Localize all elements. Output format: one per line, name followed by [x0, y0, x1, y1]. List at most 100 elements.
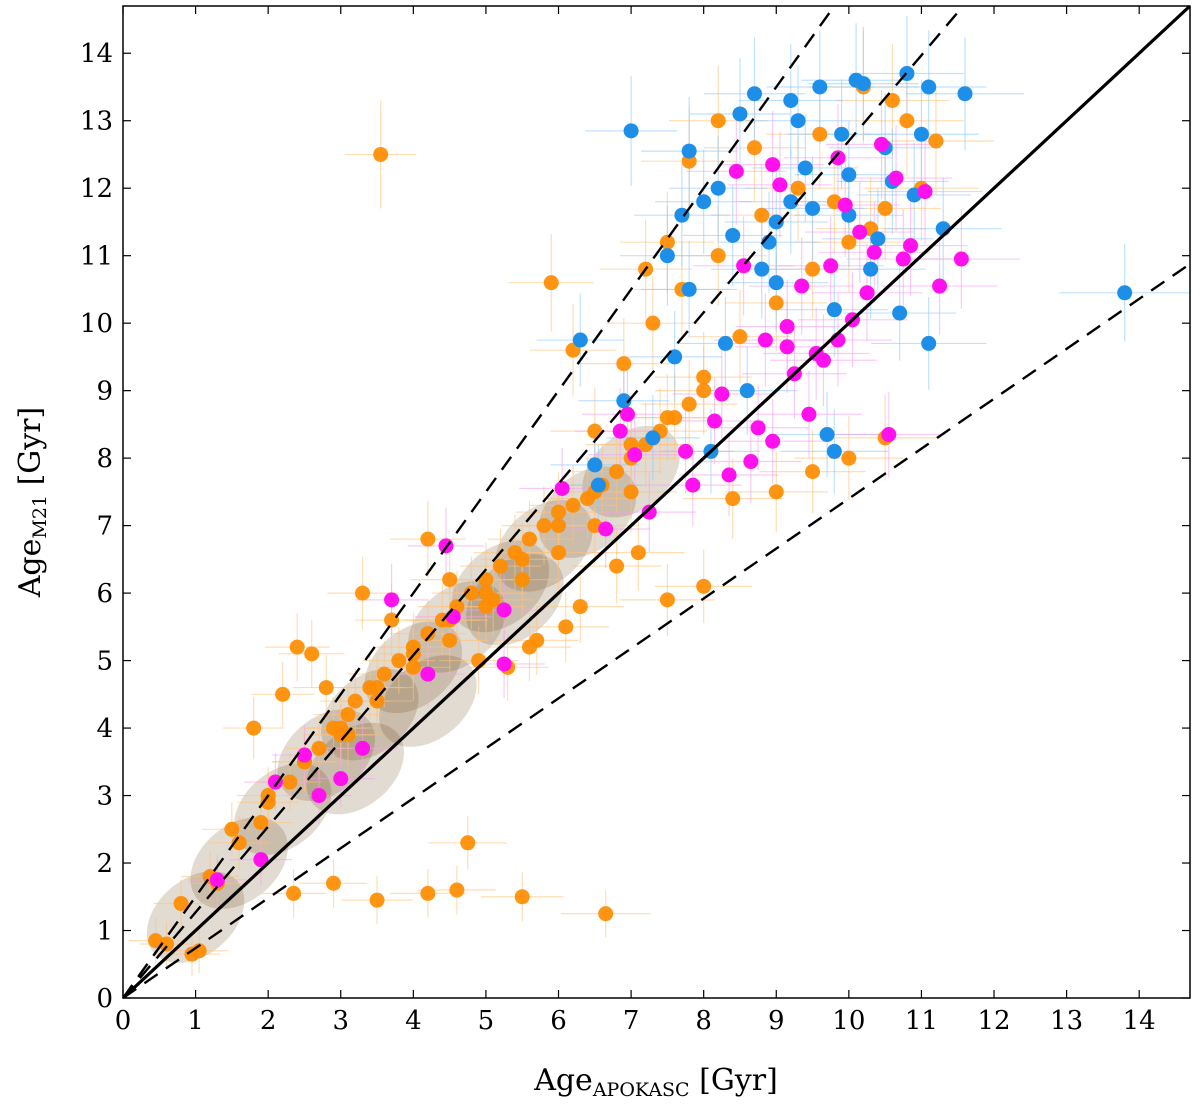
x-tick-label: 14 — [1123, 1006, 1156, 1036]
blue-point — [797, 160, 813, 176]
magenta-point — [823, 258, 839, 274]
lower-bound-line — [123, 262, 1190, 998]
orange-point — [529, 632, 545, 648]
orange-point — [732, 329, 748, 345]
magenta-point — [837, 197, 853, 213]
y-tick-label: 4 — [96, 714, 113, 744]
y-tick-label: 1 — [96, 917, 113, 947]
orange-point — [514, 889, 530, 905]
blue-point — [732, 106, 748, 122]
orange-point — [681, 396, 697, 412]
magenta-point — [209, 872, 225, 888]
points-layer — [148, 65, 1133, 962]
orange-point — [289, 639, 305, 655]
blue-point — [826, 443, 842, 459]
magenta-point — [765, 433, 781, 449]
magenta-point — [903, 238, 919, 254]
magenta-point — [801, 406, 817, 422]
magenta-point — [757, 332, 773, 348]
magenta-point — [678, 443, 694, 459]
x-tick-label: 12 — [977, 1006, 1010, 1036]
orange-point — [877, 200, 893, 216]
orange-point — [790, 180, 806, 196]
orange-point — [442, 572, 458, 588]
orange-point — [754, 207, 770, 223]
magenta-point — [859, 285, 875, 301]
orange-point — [275, 686, 291, 702]
magenta-point — [779, 319, 795, 335]
orange-point — [805, 261, 821, 277]
blue-point — [659, 248, 675, 264]
orange-point — [347, 693, 363, 709]
x-axis-title-main: Age — [533, 1063, 593, 1098]
orange-point — [514, 551, 530, 567]
orange-point — [805, 464, 821, 480]
orange-point — [173, 896, 189, 912]
magenta-point — [627, 447, 643, 463]
plot-frame — [122, 5, 1191, 999]
x-tick-label: 3 — [332, 1006, 349, 1036]
blue-point — [921, 79, 937, 95]
x-axis-title-unit: [Gyr] — [690, 1063, 778, 1098]
x-tick-label: 10 — [832, 1006, 865, 1036]
blue-point — [739, 383, 755, 399]
x-tick-label: 4 — [405, 1006, 422, 1036]
blue-point — [826, 302, 842, 318]
blue-point — [717, 335, 733, 351]
magenta-point — [743, 454, 759, 470]
blue-point — [870, 231, 886, 247]
blue-point — [754, 261, 770, 277]
magenta-point — [296, 747, 312, 763]
steep-bound-line — [123, 6, 836, 998]
blue-point — [746, 86, 762, 102]
magenta-point — [794, 278, 810, 294]
one-to-one-line — [123, 6, 1190, 998]
blue-point — [805, 200, 821, 216]
x-tick-label: 13 — [1050, 1006, 1083, 1036]
x-axis-title: AgeAPOKASC [Gyr] — [533, 1063, 778, 1101]
blue-point — [892, 305, 908, 321]
y-tick-label: 10 — [80, 309, 113, 339]
magenta-point — [765, 157, 781, 173]
y-axis-title-unit: [Gyr] — [13, 407, 48, 495]
magenta-point — [932, 278, 948, 294]
orange-point — [609, 464, 625, 480]
x-tick-label: 7 — [623, 1006, 640, 1036]
magenta-point — [496, 656, 512, 672]
magenta-point — [612, 423, 628, 439]
y-tick-label: 13 — [80, 107, 113, 137]
x-tick-label: 5 — [478, 1006, 495, 1036]
orange-point — [369, 680, 385, 696]
magenta-point — [384, 592, 400, 608]
magenta-point — [888, 170, 904, 186]
x-tick-label: 8 — [695, 1006, 712, 1036]
orange-point — [630, 545, 646, 561]
orange-point — [369, 892, 385, 908]
orange-point — [746, 140, 762, 156]
x-tick-label: 1 — [187, 1006, 204, 1036]
magenta-point — [641, 504, 657, 520]
orange-point — [645, 315, 661, 331]
orange-point — [420, 531, 436, 547]
orange-point — [768, 295, 784, 311]
magenta-point — [355, 740, 371, 756]
magenta-point — [554, 481, 570, 497]
orange-point — [812, 126, 828, 142]
magenta-point — [772, 177, 788, 193]
magenta-point — [728, 163, 744, 179]
y-tick-label: 11 — [80, 242, 113, 272]
orange-point — [572, 599, 588, 615]
orange-point — [659, 592, 675, 608]
blue-point — [725, 227, 741, 243]
orange-point — [696, 578, 712, 594]
blue-point — [681, 281, 697, 297]
upper-bound-line — [123, 6, 965, 998]
magenta-point — [721, 467, 737, 483]
orange-point — [373, 146, 389, 162]
magenta-point — [333, 771, 349, 787]
orange-point — [282, 774, 298, 790]
magenta-point — [685, 477, 701, 493]
blue-point — [590, 477, 606, 493]
